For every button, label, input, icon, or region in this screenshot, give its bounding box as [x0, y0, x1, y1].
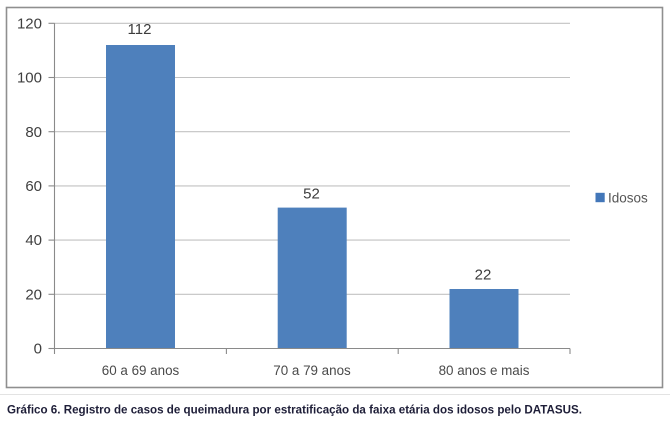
svg-text:20: 20 — [25, 286, 42, 303]
svg-text:100: 100 — [17, 70, 42, 87]
svg-text:80: 80 — [25, 124, 42, 141]
svg-text:Idosos: Idosos — [608, 191, 648, 206]
svg-text:112: 112 — [128, 21, 152, 38]
svg-text:60 a 69 anos: 60 a 69 anos — [102, 363, 180, 378]
svg-text:40: 40 — [25, 232, 42, 249]
svg-text:52: 52 — [303, 186, 320, 203]
svg-text:60: 60 — [25, 178, 42, 195]
svg-text:80 anos e mais: 80 anos e mais — [439, 363, 530, 378]
svg-text:70 a 79 anos: 70 a 79 anos — [273, 363, 351, 378]
svg-text:22: 22 — [475, 267, 492, 284]
svg-text:0: 0 — [34, 341, 42, 358]
svg-text:120: 120 — [17, 15, 42, 32]
svg-text:Gráfico 6. Registro de casos d: Gráfico 6. Registro de casos de queimadu… — [7, 404, 582, 417]
